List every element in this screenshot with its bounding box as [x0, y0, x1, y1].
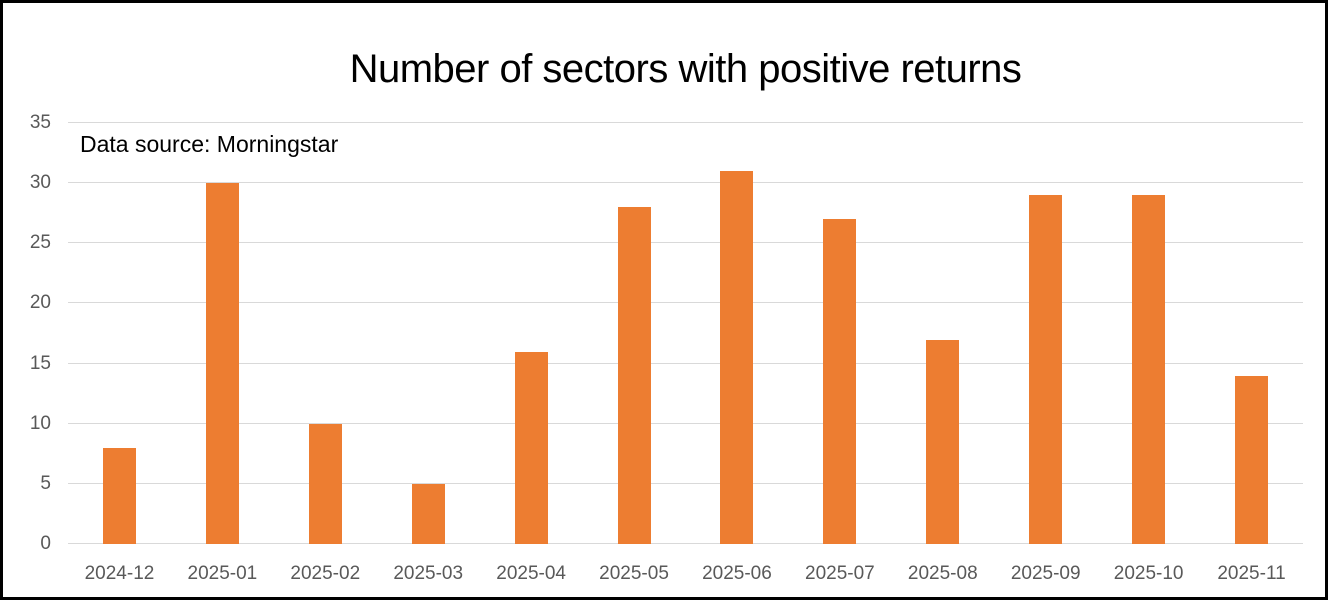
bar-2025-10	[1132, 195, 1166, 544]
bar-2025-02	[308, 423, 342, 544]
y-axis-tick-label: 5	[40, 472, 51, 494]
plot-area: Data source: Morningstar 0 5 10 15 20 25 30 35 2…	[30, 113, 1303, 584]
y-axis-tick-label: 20	[29, 292, 51, 314]
y-axis-tick-label: 30	[29, 172, 51, 194]
gridline	[68, 182, 1303, 184]
bar-2025-08	[926, 339, 960, 544]
bar-2025-09	[1029, 195, 1063, 544]
x-axis-category-label: 2025-07	[805, 563, 875, 584]
gridline	[68, 122, 1303, 123]
x-axis-category-label: 2025-06	[702, 563, 772, 584]
gridline	[68, 302, 1303, 304]
bar-2025-01	[205, 183, 239, 544]
gridline	[68, 543, 1303, 544]
x-axis-category-label: 2025-05	[599, 563, 669, 584]
y-axis-tick-label: 35	[29, 112, 51, 133]
y-axis-tick-label: 10	[29, 412, 51, 434]
gridline	[68, 482, 1303, 484]
y-axis-tick-label: 15	[29, 352, 51, 374]
x-axis-category-label: 2025-04	[496, 563, 566, 584]
bar-2024-12	[102, 447, 136, 544]
bar-2025-11	[1235, 375, 1269, 544]
bar-2025-05	[617, 207, 651, 544]
x-axis-category-label: 2025-02	[290, 563, 361, 584]
x-axis-category-label: 2025-10	[1113, 563, 1184, 584]
bar-2025-07	[823, 219, 857, 544]
x-axis-category-label: 2025-11	[1217, 563, 1286, 584]
x-axis-category-label: 2024-12	[84, 563, 155, 584]
data-source-note: Data source: Morningstar	[80, 131, 339, 157]
gridline	[68, 242, 1303, 244]
x-axis-category-label: 2025-08	[907, 563, 978, 584]
bar-2025-04	[514, 351, 548, 544]
x-axis-category-label: 2025-01	[187, 563, 258, 584]
y-axis-tick-label: 25	[29, 232, 51, 254]
gridline	[68, 362, 1303, 364]
bar-2025-06	[720, 171, 754, 544]
x-axis-category-label: 2025-09	[1010, 563, 1081, 584]
chart-title: Number of sectors with positive returns	[349, 47, 1022, 91]
y-axis-tick-label: 0	[40, 533, 51, 554]
gridline	[68, 422, 1303, 424]
bar-2025-03	[411, 483, 445, 544]
x-axis-category-label: 2025-03	[393, 563, 464, 584]
